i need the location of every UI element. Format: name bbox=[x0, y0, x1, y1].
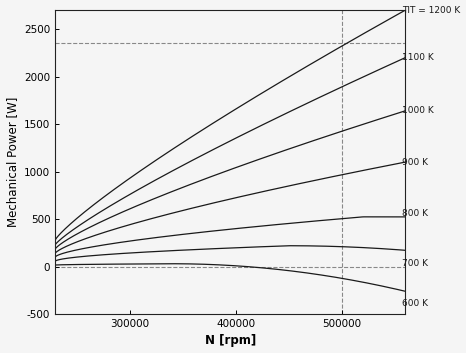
Text: 700 K: 700 K bbox=[402, 259, 428, 268]
Y-axis label: Mechanical Power [W]: Mechanical Power [W] bbox=[6, 97, 19, 227]
Text: 1100 K: 1100 K bbox=[402, 53, 434, 62]
Text: 1000 K: 1000 K bbox=[402, 106, 434, 115]
Text: 800 K: 800 K bbox=[402, 209, 428, 218]
Text: 600 K: 600 K bbox=[402, 299, 428, 308]
X-axis label: N [rpm]: N [rpm] bbox=[205, 334, 256, 347]
Text: TIT = 1200 K: TIT = 1200 K bbox=[402, 6, 460, 14]
Text: 900 K: 900 K bbox=[402, 157, 428, 167]
